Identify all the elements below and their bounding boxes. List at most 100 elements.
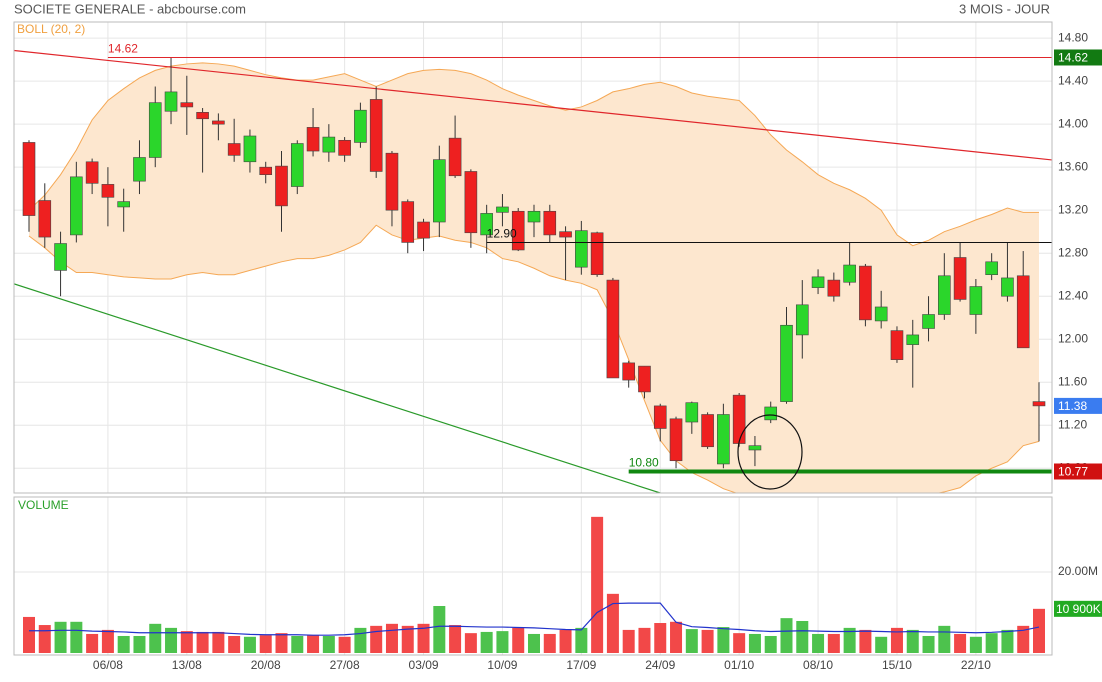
volume-bar <box>796 620 809 653</box>
candle-body <box>653 405 667 429</box>
volume-tag <box>1054 600 1102 617</box>
volume-bar <box>307 635 320 653</box>
level-tag-label: 14.62 <box>1058 51 1088 65</box>
candle-body <box>38 200 52 238</box>
highlight-circle <box>737 414 803 490</box>
candle-body <box>338 139 351 156</box>
bollinger-label: BOLL (20, 2) <box>17 22 85 36</box>
volume-bar <box>385 623 398 653</box>
volume-bar <box>433 605 446 653</box>
y-tick-label: 13.20 <box>1058 202 1088 216</box>
x-tick-label: 03/09 <box>409 658 439 672</box>
candle-body <box>180 102 194 108</box>
candle-body <box>480 213 493 236</box>
volume-bar <box>969 636 982 653</box>
volume-bar <box>1001 629 1014 653</box>
candle-body <box>164 91 178 112</box>
volume-bar <box>764 635 777 653</box>
level-tag <box>1054 463 1102 480</box>
volume-bar <box>496 631 509 653</box>
candle-body <box>590 232 604 276</box>
x-tick-label: 13/08 <box>172 658 202 672</box>
candle-body <box>433 159 446 223</box>
volume-bar <box>591 516 604 653</box>
volume-bar <box>38 625 51 653</box>
level-tag <box>1054 49 1102 66</box>
volume-bar <box>890 627 903 653</box>
candle-body <box>22 142 36 216</box>
volume-bar <box>338 636 351 653</box>
candle-body <box>243 135 257 163</box>
candle-body <box>732 394 746 444</box>
y-tick-label: 11.20 <box>1058 417 1087 431</box>
y-tick-label: 14.80 <box>1058 30 1088 44</box>
candle-body <box>117 201 130 208</box>
y-tick-label: 14.40 <box>1058 73 1088 87</box>
candle-body <box>417 221 430 239</box>
level-label: 10.80 <box>629 456 659 470</box>
volume-bar <box>228 635 241 653</box>
candle-body <box>212 120 225 125</box>
x-tick-label: 08/10 <box>803 658 833 672</box>
trendline <box>14 283 661 493</box>
volume-bar <box>543 633 556 653</box>
volume-bar <box>938 625 951 653</box>
volume-bar <box>480 631 493 653</box>
candle-body <box>764 406 778 421</box>
volume-bar <box>875 636 888 653</box>
candle-body <box>322 136 336 153</box>
bollinger-lower <box>28 224 1040 493</box>
candle-body <box>101 184 115 198</box>
candle-body <box>811 276 825 288</box>
volume-bar <box>449 625 462 653</box>
volume-bar <box>1033 608 1045 653</box>
volume-bar <box>559 629 572 653</box>
candle-body <box>385 152 399 211</box>
candle-body <box>148 102 162 158</box>
volume-average <box>29 602 1040 636</box>
chart-title: SOCIETE GENERALE - abcbourse.com <box>14 1 246 16</box>
y-tick-label: 11.60 <box>1058 374 1087 388</box>
x-tick-label: 20/08 <box>251 658 281 672</box>
volume-label: VOLUME <box>18 498 69 512</box>
candle-body <box>401 201 415 243</box>
volume-tick-label: 20.00M <box>1058 564 1098 578</box>
x-tick-label: 15/10 <box>882 658 912 672</box>
candle-body <box>54 243 67 271</box>
volume-bar <box>954 633 967 653</box>
candle-body <box>922 314 935 329</box>
volume-bar <box>733 633 746 653</box>
candle-body <box>890 330 904 360</box>
candle-body <box>780 324 793 402</box>
volume-bar <box>464 633 477 653</box>
period-label: 3 MOIS - JOUR <box>959 1 1050 16</box>
candle-body <box>953 257 967 300</box>
volume-bar <box>212 631 225 653</box>
candle-body <box>543 210 557 236</box>
candle-body <box>448 137 462 177</box>
y-tick-label: 12.40 <box>1058 288 1088 302</box>
volume-panel <box>14 497 1052 655</box>
volume-bar <box>417 623 430 653</box>
candle-body <box>133 157 146 182</box>
candle-body <box>638 365 651 393</box>
volume-bar <box>638 627 651 653</box>
volume-bar <box>606 593 619 653</box>
y-tick-label: 12.00 <box>1058 331 1088 345</box>
last-price-tag <box>1054 397 1102 414</box>
candle-body <box>669 418 683 462</box>
volume-bar <box>1017 625 1030 653</box>
y-tick-label: 12.80 <box>1058 245 1088 259</box>
candle-body <box>859 265 872 321</box>
x-tick-label: 27/08 <box>330 658 360 672</box>
volume-bar <box>275 633 288 653</box>
candle-body <box>464 171 478 234</box>
price-panel: 14.62 12.90 10.80 <box>14 42 1052 493</box>
level-label: 12.90 <box>487 227 517 241</box>
volume-bar <box>843 627 856 653</box>
volume-bar <box>165 627 178 653</box>
volume-bar <box>291 635 304 653</box>
candle-body <box>969 286 983 315</box>
volume-bar <box>528 633 540 653</box>
